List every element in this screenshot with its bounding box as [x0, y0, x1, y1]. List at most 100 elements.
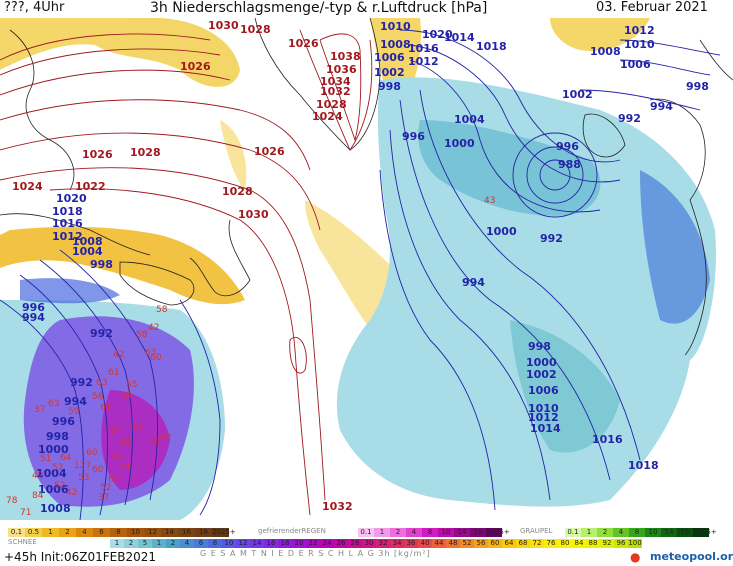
legend-rain-cell-29: 68: [516, 539, 530, 548]
isobar-label: 1028: [240, 23, 271, 36]
precip-value-label: 52: [52, 463, 63, 473]
isobar-label: 994: [650, 100, 673, 113]
isobar-label: 1026: [288, 37, 319, 50]
legend-snow-cell-9: 14: [161, 528, 178, 537]
legend-rain-cell-32: 80: [558, 539, 572, 548]
legend-rain-cell-30: 72: [530, 539, 544, 548]
precip-value-label: 37: [98, 493, 109, 503]
legend-rain-cell-1: 2: [124, 539, 138, 548]
legend-rain-cell-2: 5: [138, 539, 152, 548]
precip-value-label: 127: [74, 461, 91, 471]
isobar-label: 1020: [422, 28, 453, 41]
legend-rain-cell-35: 92: [600, 539, 614, 548]
legend-snow-cell-0: 0.1: [8, 528, 25, 537]
isobars-low: [0, 29, 721, 521]
legend-rain-cell-10: 14: [250, 539, 264, 548]
header-date: 03. Februar 2021: [596, 0, 708, 15]
precip-value-label: 52: [100, 483, 111, 493]
precip-value-label: 58: [136, 330, 148, 340]
isobar-label: 1014: [530, 422, 561, 435]
isobar-label: 1002: [526, 368, 557, 381]
legend-graupel-cell-7: 16: [677, 528, 693, 537]
precip-value-label: 60: [86, 448, 98, 458]
isobar-label: 1020: [56, 192, 87, 205]
precip-value-label: 64: [60, 453, 72, 463]
legend-graupel-label: GRAUPEL: [520, 527, 553, 535]
legend-rain-cell-31: 76: [544, 539, 558, 548]
isobar-label: 1002: [562, 88, 593, 101]
isobar-label: 1030: [238, 208, 269, 221]
precip-value-label: 50: [130, 423, 142, 433]
precip-labels: 4342375863615563585661506359646051607162…: [6, 196, 495, 518]
precip-value-label: 61: [108, 368, 119, 378]
precip-value-label: 62: [160, 433, 171, 443]
legend-snow-cell-6: 8: [110, 528, 127, 537]
isobar-label: 1018: [628, 459, 659, 472]
header-time: ???, 4Uhr: [4, 0, 65, 15]
isobar-label: 1012: [52, 230, 83, 243]
legend-rain-cell-12: 18: [278, 539, 292, 548]
isobar-label: 1028: [130, 146, 161, 159]
legend-rain-cell-11: 16: [264, 539, 278, 548]
precip-value-label: 60: [120, 438, 132, 448]
isobar-label: 1012: [624, 24, 655, 37]
isobar-label: 1012: [408, 55, 439, 68]
isobar-label: 1038: [330, 50, 361, 63]
precip-value-label: 42: [113, 350, 124, 360]
precip-value-label: 63: [96, 378, 107, 388]
isobar-label: 998: [46, 430, 69, 443]
isobar-label: 1006: [528, 384, 559, 397]
legend-graupel-cell-5: 10: [645, 528, 661, 537]
isobar-label: 1006: [620, 58, 651, 71]
isobar-label: 1008: [72, 235, 103, 248]
isobar-label: 992: [70, 376, 93, 389]
legend-rain-cell-9: 12: [236, 539, 250, 548]
legend-snow-cell-8: 12: [144, 528, 161, 537]
precip-value-label: 61: [100, 403, 111, 413]
legend-snow-cell-5: 6: [93, 528, 110, 537]
legend-rain-cell-16: 26: [334, 539, 348, 548]
isobar-label: 1010: [528, 402, 559, 415]
map-title: 3h Niederschlagsmenge/-typ & r.Luftdruck…: [150, 0, 488, 16]
isobar-label: 1004: [72, 245, 103, 258]
legend-rain-cell-36: 96: [614, 539, 628, 548]
legend-graupel-cell-1: 1: [581, 528, 597, 537]
isobar-label: 1000: [526, 356, 557, 369]
legend-rain-cell-22: 40: [418, 539, 432, 548]
isobar-label: 992: [618, 112, 641, 125]
isobar-label: 1032: [322, 500, 353, 513]
legend-graupel-cell-3: 4: [613, 528, 629, 537]
isobar-label: 1006: [38, 483, 69, 496]
precip-value-label: 56: [92, 392, 104, 402]
isobar-label: 1028: [316, 98, 347, 111]
precip-value-label: 63: [48, 399, 59, 409]
legend: 0.1 0.5 1 2 4 6 8 10 12 14 16 18 2025+ SCHNEE gefrie…: [0, 522, 733, 566]
isobar-label: 994: [462, 276, 485, 289]
legend-rain-cell-23: 44: [432, 539, 446, 548]
legend-snow-cell-3: 2: [59, 528, 76, 537]
precip-value-label: 47: [150, 438, 161, 448]
isobar-label: 1008: [40, 502, 71, 515]
legend-rain-cell-20: 34: [390, 539, 404, 548]
isobar-label: 1016: [592, 433, 623, 446]
precip-value-label: 58: [156, 305, 168, 315]
legend-snow-cell-1: 0.5: [25, 528, 42, 537]
legend-rain-cell-27: 60: [488, 539, 502, 548]
isobar-label: 1030: [208, 19, 239, 32]
isobar-label: 998: [90, 258, 113, 271]
brand-logo: meteopool.org: [650, 550, 733, 563]
legend-graupel-cell-6: 14: [661, 528, 677, 537]
legend-rain-cell-33: 84: [572, 539, 586, 548]
legend-graupel-cell-0: 0.1: [565, 528, 581, 537]
isobar-label: 1024: [12, 180, 43, 193]
legend-rain-cell-25: 52: [460, 539, 474, 548]
isobar-label: 1026: [254, 145, 285, 158]
legend-snow-cell-11: 18: [195, 528, 212, 537]
isobar-label: 1032: [320, 85, 351, 98]
precip-value-label: 42: [148, 323, 159, 333]
coastlines: [0, 17, 733, 356]
isobar-label: 1016: [52, 217, 83, 230]
legend-freezing-cell-7: 16: [470, 528, 486, 537]
